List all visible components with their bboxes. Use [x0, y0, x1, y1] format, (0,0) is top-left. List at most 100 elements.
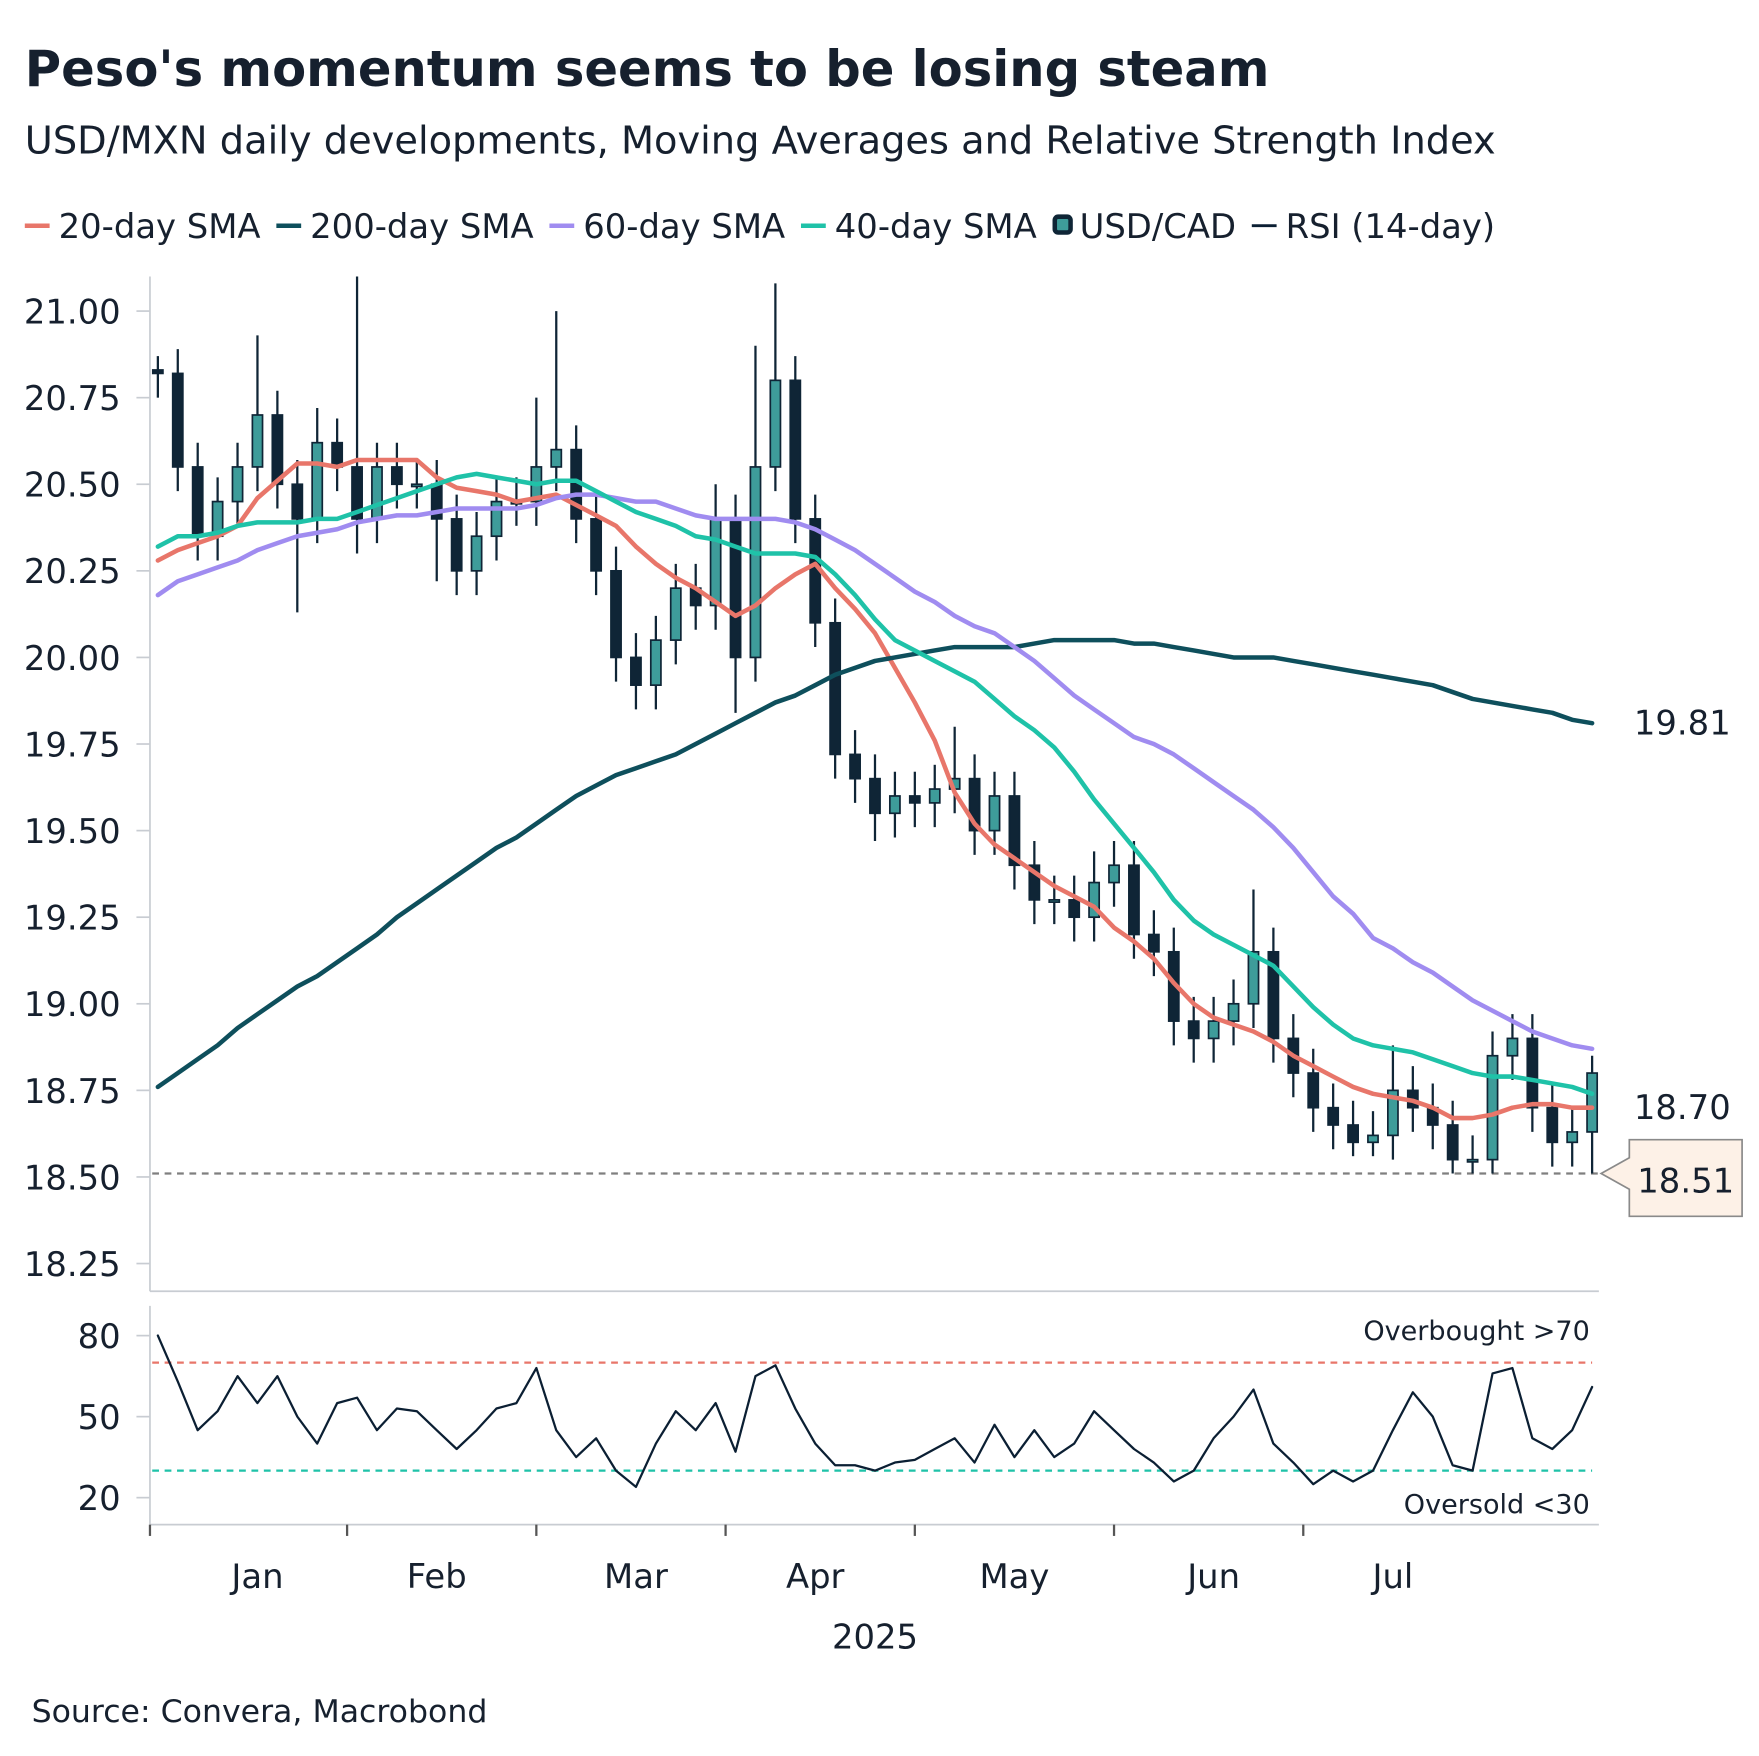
y-tick-label: 18.75: [24, 1072, 121, 1111]
series-line: [155, 471, 1595, 1097]
candle-body: [590, 518, 603, 572]
candle-body: [1386, 1089, 1399, 1137]
candle-body: [1128, 864, 1140, 936]
candle-body: [271, 414, 284, 486]
candle-body: [829, 621, 842, 756]
candle-body: [1466, 1158, 1479, 1163]
candle-body: [1048, 899, 1061, 903]
series-line: [155, 457, 1595, 1121]
candle-body: [610, 569, 622, 659]
candle-body: [1526, 1037, 1539, 1109]
y-tick-label: 20.50: [24, 466, 121, 505]
y-tick-label: 19.25: [24, 899, 121, 938]
candle-body: [371, 466, 383, 520]
candle-body: [1506, 1037, 1519, 1057]
candle-body: [1347, 1124, 1359, 1144]
candle-body: [1207, 1020, 1220, 1040]
legend-label: 200-day SMA: [310, 207, 533, 246]
candle-body: [849, 753, 861, 780]
candle-body: [191, 466, 204, 538]
series-line: [156, 1334, 1594, 1489]
y-tick-label: 18.25: [24, 1245, 121, 1284]
reference-label: Overbought >70: [1363, 1316, 1590, 1347]
source: Source: Convera, Macrobond: [32, 1694, 488, 1730]
candle-body: [869, 777, 881, 815]
candle-body: [888, 795, 901, 815]
chart-subtitle: USD/MXN daily developments, Moving Avera…: [25, 119, 1496, 164]
candle-body: [450, 518, 463, 572]
end-value-label: 18.70: [1634, 1088, 1731, 1127]
candle-body: [1446, 1124, 1459, 1161]
candle-body: [1108, 864, 1120, 884]
candle-body: [1068, 899, 1081, 919]
legend-label: RSI (14-day): [1286, 207, 1495, 246]
candle-body: [1586, 1072, 1599, 1133]
candle-body: [470, 535, 483, 572]
candle-body: [908, 795, 921, 804]
candle-body: [988, 795, 1001, 832]
candle-body: [649, 639, 662, 686]
candle-body: [669, 587, 682, 641]
y-tick-label: 19.50: [24, 812, 121, 851]
candle-body: [1566, 1131, 1579, 1144]
reference-label: Oversold <30: [1404, 1489, 1590, 1520]
candle-body: [1008, 795, 1021, 867]
candle-body: [1546, 1106, 1559, 1144]
y-tick-label: 80: [78, 1317, 121, 1356]
callout-box: [1599, 1138, 1743, 1218]
series-line: [155, 637, 1595, 1090]
candle-body: [630, 656, 642, 686]
x-tick-label: Jun: [1185, 1557, 1240, 1596]
legend-label: USD/CAD: [1080, 207, 1236, 246]
candle-body: [928, 788, 941, 804]
candle-body: [1028, 864, 1041, 901]
candle-body: [151, 369, 164, 375]
candle-body: [1247, 950, 1260, 1005]
x-tick-label: Jul: [1371, 1557, 1414, 1596]
candle-body: [1367, 1134, 1379, 1144]
y-tick-label: 21.00: [24, 292, 121, 331]
y-tick-label: 18.50: [24, 1158, 121, 1197]
candle-body: [749, 466, 762, 659]
candle-body: [1227, 1002, 1240, 1022]
candle-body: [1327, 1106, 1340, 1126]
chart-title: Peso's momentum seems to be losing steam: [25, 40, 1270, 98]
legend-label: 20-day SMA: [59, 207, 261, 246]
legend-marker: [1052, 214, 1073, 235]
candle-body: [1088, 881, 1101, 919]
candle-body: [1267, 950, 1280, 1040]
candle-body: [1307, 1072, 1320, 1109]
candle-body: [291, 483, 304, 520]
x-tick-label: Feb: [407, 1557, 467, 1596]
callout-label: 18.51: [1637, 1162, 1734, 1201]
candle-body: [769, 379, 782, 468]
y-tick-label: 20.75: [24, 379, 121, 418]
y-tick-label: 19.00: [24, 985, 121, 1024]
y-tick-label: 20.25: [24, 552, 121, 591]
legend-label: 60-day SMA: [583, 207, 785, 246]
y-tick-label: 20: [78, 1479, 121, 1518]
candle-body: [729, 518, 742, 659]
x-tick-label: May: [979, 1557, 1049, 1596]
y-tick-label: 20.00: [24, 639, 121, 678]
candle-body: [1187, 1020, 1200, 1040]
candle-body: [550, 448, 563, 468]
candle-body: [351, 466, 363, 520]
y-tick-label: 19.75: [24, 725, 121, 764]
candle-body: [390, 466, 403, 486]
x-axis-label: 2025: [832, 1618, 918, 1657]
candle-body: [251, 414, 264, 468]
x-tick-label: Jan: [229, 1557, 283, 1596]
candle-body: [171, 372, 184, 468]
candle-body: [231, 466, 244, 503]
x-tick-label: Mar: [604, 1557, 668, 1596]
candle-body: [1147, 933, 1160, 953]
y-tick-label: 50: [78, 1398, 121, 1437]
candle-body: [410, 483, 423, 488]
end-value-label: 19.81: [1634, 704, 1731, 743]
candle-body: [709, 518, 722, 607]
candle-body: [1486, 1054, 1499, 1161]
candle-body: [490, 500, 503, 538]
